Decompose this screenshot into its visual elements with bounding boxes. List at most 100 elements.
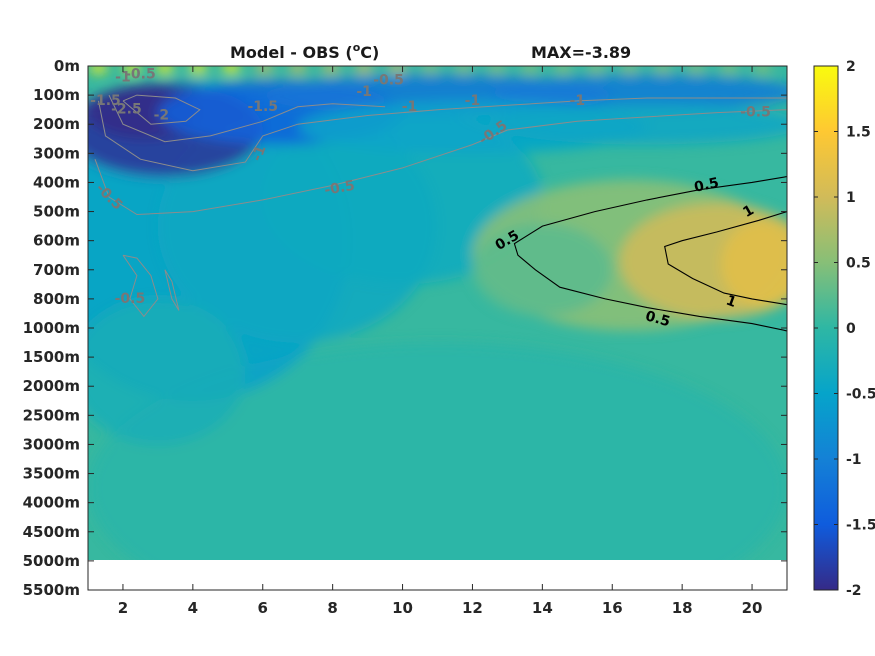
heatmap-cell <box>620 66 639 74</box>
y-tick-label: 4000m <box>23 494 80 512</box>
contour-line <box>664 211 787 306</box>
contour-line <box>513 176 787 332</box>
heatmap-cell <box>472 223 613 317</box>
x-tick-label: 8 <box>327 599 337 617</box>
colorbar-tick-label: 1 <box>846 190 856 206</box>
contour-line <box>164 269 180 311</box>
contour-line <box>108 94 386 143</box>
x-axis: 2 4 6 8 10 12 14 16 18 20 <box>118 66 763 617</box>
colorbar-tick-label: -1 <box>846 452 862 468</box>
contour-label: -2 <box>154 107 170 123</box>
y-axis: 0m 100m 200m 300m 400m 500m 600m 700m 800m 1000m 1… <box>23 57 787 599</box>
no-data-region <box>88 560 787 590</box>
x-tick-label: 4 <box>188 599 198 617</box>
heatmap-cell <box>653 66 672 74</box>
contour-label: -2.5 <box>111 102 142 118</box>
contour-label: -1 <box>570 93 586 109</box>
heatmap-cell <box>88 298 246 445</box>
y-tick-label: 2000m <box>23 377 80 395</box>
y-tick-label: 0m <box>54 57 80 75</box>
heatmap-cell <box>421 66 440 74</box>
y-tick-label: 1500m <box>23 348 80 366</box>
x-tick-label: 16 <box>602 599 623 617</box>
x-tick-label: 6 <box>258 599 268 617</box>
heatmap-cell <box>355 66 374 74</box>
colorbar-tick-label: -0.5 <box>846 387 875 403</box>
contour-label: 0.5 <box>693 175 721 196</box>
x-tick-label: 2 <box>118 599 128 617</box>
y-tick-label: 5500m <box>23 581 80 599</box>
contour-line <box>122 94 201 125</box>
contour-label: -0.5 <box>115 291 146 307</box>
contour-label: -1 <box>115 70 131 86</box>
y-tick-label: 2500m <box>23 406 80 424</box>
y-tick-label: 800m <box>33 290 80 308</box>
colorbar-tick-label: 0 <box>846 321 856 337</box>
contour-label: -1 <box>356 84 372 100</box>
colorbar-tick-label: 0.5 <box>846 256 871 272</box>
colorbar-tick-label: -1.5 <box>846 518 875 534</box>
heatmap-cell <box>122 66 141 74</box>
heatmap-cell <box>720 66 739 74</box>
heatmap-cell <box>88 342 787 560</box>
heatmap-cell <box>155 66 174 74</box>
x-tick-label: 20 <box>742 599 763 617</box>
colorbar-tick-label: 1.5 <box>846 125 871 141</box>
contour-lines <box>94 94 787 332</box>
heatmap-cell <box>388 66 407 74</box>
y-tick-label: 600m <box>33 232 80 250</box>
contour-label: -1 <box>465 93 481 109</box>
heatmap-cell <box>189 66 208 74</box>
chart-title: Model - OBS (oC) <box>230 41 379 62</box>
contour-line <box>98 97 787 172</box>
x-tick-label: 10 <box>392 599 413 617</box>
heatmap-cell <box>489 103 787 145</box>
heatmap-cell <box>587 66 606 74</box>
contour-label: -0.5 <box>740 105 771 121</box>
contour-label: 0.5 <box>644 308 672 330</box>
heatmap-cell <box>554 66 573 74</box>
contour-line <box>122 254 159 318</box>
heatmap-cell <box>454 66 473 74</box>
heatmap-cell <box>487 66 506 74</box>
y-tick-label: 3000m <box>23 435 80 453</box>
y-tick-label: 400m <box>33 173 80 191</box>
heatmap-cell <box>720 220 787 308</box>
max-value-label: MAX=-3.89 <box>531 43 631 62</box>
y-tick-label: 5000m <box>23 552 80 570</box>
contour-label: -0.5 <box>323 178 356 199</box>
heatmap-cell <box>288 66 307 74</box>
heatmap-cell <box>753 66 772 74</box>
contour-label: -1.5 <box>90 93 121 109</box>
contour-label: -1 <box>249 143 269 163</box>
heatmap-cell <box>687 66 706 74</box>
heatmap-cell <box>262 109 543 285</box>
contour-line <box>94 109 787 216</box>
heatmap-cell <box>489 74 787 110</box>
y-tick-label: 3500m <box>23 465 80 483</box>
heatmap-cell <box>321 66 340 74</box>
y-tick-label: 200m <box>33 115 80 133</box>
y-tick-label: 500m <box>33 203 80 221</box>
colorbar-ticks: 2 1.5 1 0.5 0 -0.5 -1 -1.5 -2 <box>814 59 875 599</box>
x-tick-label: 14 <box>532 599 553 617</box>
x-tick-label: 12 <box>462 599 483 617</box>
y-tick-label: 1000m <box>23 319 80 337</box>
contour-label: -1.5 <box>247 99 278 115</box>
heatmap-cell <box>222 66 241 74</box>
y-tick-label: 700m <box>33 261 80 279</box>
y-tick-label: 300m <box>33 144 80 162</box>
heatmap-cell <box>521 66 540 74</box>
y-tick-label: 100m <box>33 86 80 104</box>
contour-label: -0.5 <box>373 73 404 89</box>
y-tick-label: 4500m <box>23 523 80 541</box>
colorbar-tick-label: 2 <box>846 59 856 75</box>
colorbar: 2 1.5 1 0.5 0 -0.5 -1 -1.5 -2 <box>813 59 875 599</box>
heatmap-cell <box>255 66 274 74</box>
x-tick-label: 18 <box>672 599 693 617</box>
contour-label: -0.5 <box>125 67 156 83</box>
colorbar-tick-label: -2 <box>846 583 862 599</box>
heatmap-cell <box>89 66 108 74</box>
